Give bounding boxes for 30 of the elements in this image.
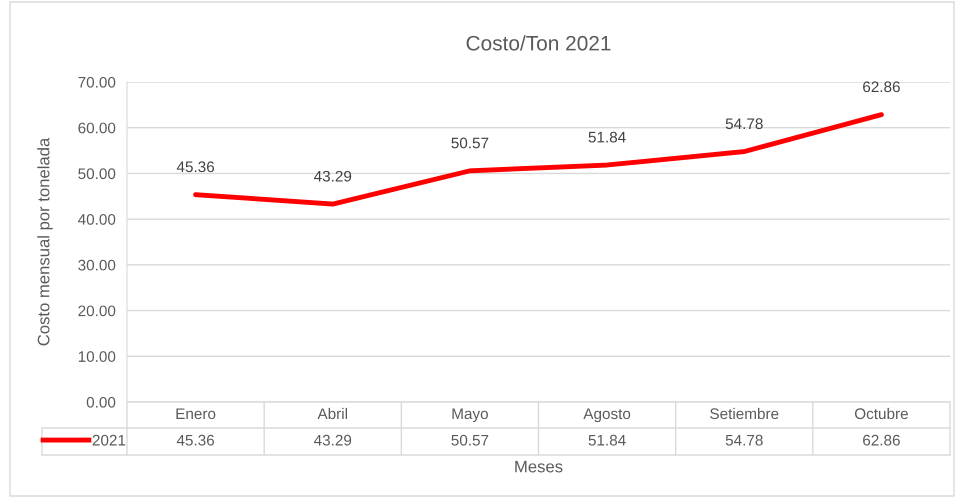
annotation: 51.84 <box>588 132 626 143</box>
annotation: 43.29 <box>314 170 352 182</box>
y-tick-label: 0.00 <box>86 396 116 408</box>
y-tick-label: 30.00 <box>78 260 116 271</box>
data-label: 54.78 <box>726 434 763 446</box>
x-tick-label: Mayo <box>452 408 488 422</box>
y-tick-label: 10.00 <box>78 351 116 362</box>
x-tick-label: Setiembre <box>710 408 778 420</box>
data-label: 45.36 <box>176 434 214 446</box>
annotation: 54.78 <box>726 118 763 130</box>
data-label: 62.86 <box>863 434 900 446</box>
data-label: 50.57 <box>451 434 488 446</box>
legend-label: 2021 <box>92 434 126 446</box>
y-tick-label: 40.00 <box>78 214 116 225</box>
data-label: 43.29 <box>314 434 352 446</box>
x-tick-label: Abril <box>318 408 348 420</box>
annotation: 62.86 <box>863 81 900 92</box>
y-axis-title: Costo mensual por tonelada <box>37 138 53 346</box>
annotation: 50.57 <box>451 138 488 148</box>
x-tick-label: Enero <box>176 408 216 420</box>
y-tick-label: 70.00 <box>78 76 116 88</box>
data-label: 51.84 <box>588 434 626 446</box>
x-axis-title: Meses <box>515 460 562 472</box>
annotation: 45.36 <box>176 161 214 172</box>
chart-title: Costo/Ton 2021 <box>466 35 610 51</box>
y-tick-label: 60.00 <box>78 122 116 134</box>
y-tick-label: 50.00 <box>78 168 116 180</box>
x-tick-label: Agosto <box>583 408 630 422</box>
y-tick-label: 20.00 <box>78 305 116 316</box>
x-tick-label: Octubre <box>854 408 908 420</box>
